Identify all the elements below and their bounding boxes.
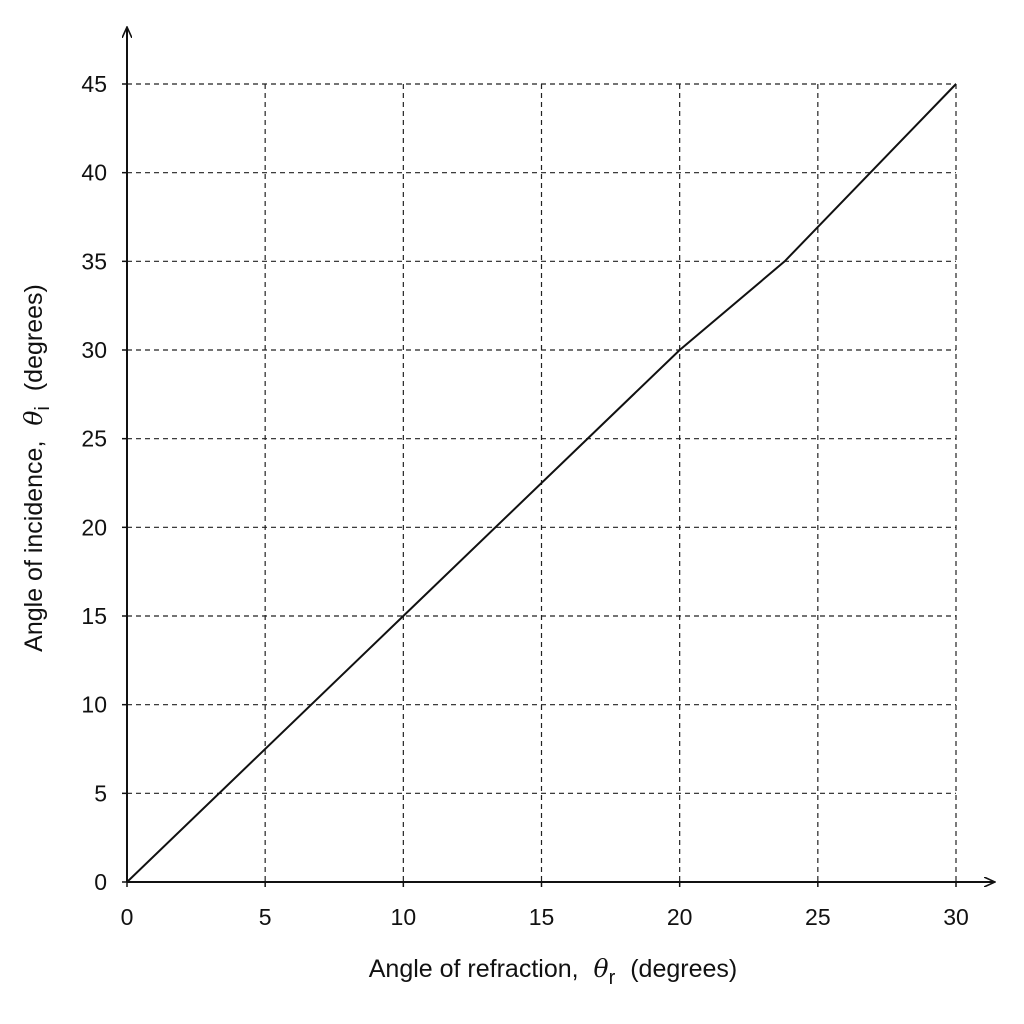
x-tick-label: 20 [667,904,693,930]
y-tick-label: 5 [94,780,107,806]
y-tick-label: 35 [81,248,107,274]
x-tick-label: 5 [259,904,272,930]
x-tick-label: 25 [805,904,831,930]
y-tick-label: 40 [81,160,107,186]
y-tick-label: 25 [81,426,107,452]
y-tick-label: 30 [81,337,107,363]
x-tick-label: 10 [391,904,417,930]
y-tick-label: 20 [81,514,107,540]
x-axis-title: Angle of refraction, θr (degrees) [369,954,737,990]
y-tick-label: 45 [81,71,107,97]
y-tick-label: 15 [81,603,107,629]
y-axis-title: Angle of incidence, θi (degrees) [19,284,55,652]
y-tick-label: 0 [94,869,107,895]
x-tick-label: 30 [943,904,969,930]
y-tick-label: 10 [81,692,107,718]
series [126,83,957,883]
axes [122,28,994,887]
x-tick-label: 0 [121,904,134,930]
series-line [126,83,957,883]
tick-labels: 0 5 10 15 20 25 30 0 5 10 15 20 25 30 35 40 45 [81,71,968,930]
x-tick-label: 15 [529,904,555,930]
